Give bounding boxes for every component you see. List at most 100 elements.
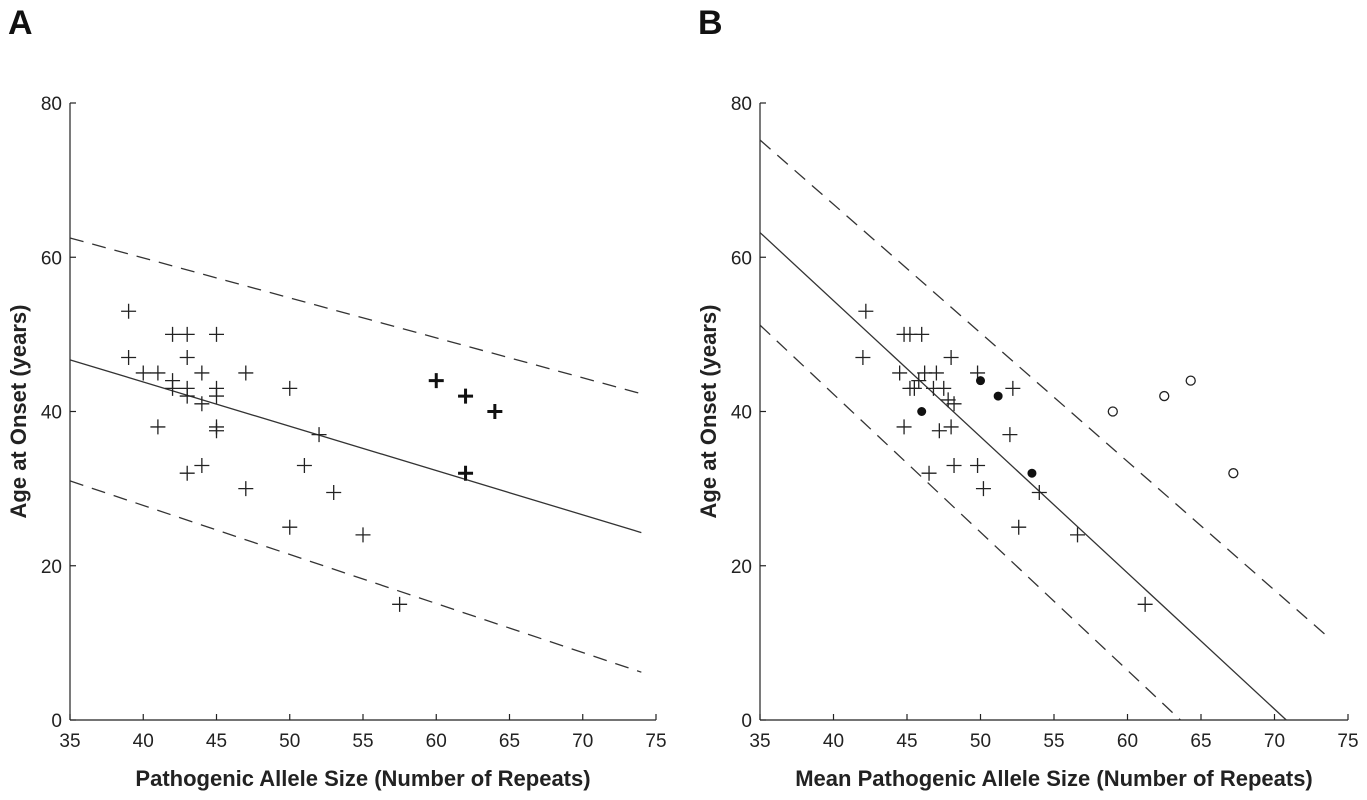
plus-marker: [914, 326, 930, 342]
plus-marker: [311, 427, 327, 443]
plus-marker: [896, 419, 912, 435]
plus-marker: [209, 388, 224, 404]
y-tick-label: 80: [731, 94, 752, 115]
y-tick-label: 40: [731, 403, 752, 424]
bold-plus-marker: [458, 388, 474, 404]
x-axis-title: Mean Pathogenic Allele Size (Number of R…: [795, 766, 1313, 791]
y-tick-label: 40: [41, 403, 62, 424]
plus-marker: [855, 350, 871, 366]
filled-circle-marker: [917, 407, 927, 416]
plus-marker: [296, 457, 312, 473]
plus-marker: [943, 350, 959, 366]
plus-marker: [179, 465, 195, 481]
plus-marker: [150, 419, 166, 435]
plus-marker: [943, 419, 959, 435]
x-tick-label: 50: [970, 731, 991, 752]
plus-marker: [911, 373, 927, 389]
panel-b: B 35 40 45 50 55 60 65 70 75 0 20 40 60 80 Mean Pathog…: [696, 4, 1359, 791]
filled-circle-marker: [993, 391, 1003, 401]
x-tick-label: 75: [1337, 731, 1358, 752]
plus-marker: [928, 365, 944, 381]
panel-a: A 35 40 45 50 55 60 65 70 75 0 20 40 60 80 Pathogenic …: [6, 4, 667, 791]
x-tick-label: 70: [572, 731, 593, 752]
x-tick-label: 35: [749, 731, 770, 752]
plus-marker: [1137, 596, 1153, 612]
plus-marker: [135, 365, 151, 381]
bold-plus-marker: [458, 465, 474, 481]
plus-marker: [936, 380, 952, 396]
y-axis-title: Age at Onset (years): [6, 305, 31, 519]
y-tick-label: 20: [731, 557, 752, 578]
x-tick-label: 50: [279, 731, 300, 752]
plus-marker: [179, 326, 195, 342]
plus-marker: [194, 365, 210, 381]
plus-marker: [238, 365, 254, 381]
x-tick-label: 35: [59, 731, 80, 752]
plus-marker: [1002, 427, 1018, 443]
x-tick-label: 40: [133, 731, 154, 752]
plus-marker: [1005, 380, 1021, 396]
confidence-line: [69, 480, 642, 673]
x-tick-label: 60: [1117, 731, 1138, 752]
plus-marker: [121, 350, 137, 366]
plus-marker: [282, 519, 298, 535]
x-tick-label: 65: [499, 731, 520, 752]
x-axis-title: Pathogenic Allele Size (Number of Repeat…: [135, 766, 590, 791]
regression-line: [759, 232, 1287, 721]
bold-plus-marker: [428, 373, 444, 389]
plus-marker: [392, 596, 408, 612]
plus-marker: [858, 303, 874, 319]
panel-b-letter: B: [698, 4, 723, 42]
plus-marker: [121, 303, 137, 319]
x-tick-label: 55: [352, 731, 373, 752]
y-tick-label: 60: [731, 248, 752, 269]
plus-marker: [238, 481, 254, 497]
x-tick-label: 70: [1264, 731, 1285, 752]
plus-marker: [179, 350, 195, 366]
plus-marker: [165, 326, 181, 342]
plus-marker: [940, 392, 956, 408]
plus-marker: [975, 481, 991, 497]
confidence-line: [759, 139, 1327, 636]
plus-marker: [355, 527, 371, 543]
panel-a-letter: A: [8, 4, 33, 42]
y-tick-label: 0: [51, 711, 62, 732]
plus-marker: [1011, 519, 1027, 535]
plus-marker: [970, 457, 986, 473]
x-tick-label: 40: [823, 731, 844, 752]
plus-marker: [326, 484, 342, 500]
x-tick-label: 55: [1043, 731, 1064, 752]
plus-marker: [892, 365, 908, 381]
y-tick-label: 20: [41, 557, 62, 578]
open-circle-marker: [1185, 375, 1196, 386]
y-tick-label: 0: [741, 711, 752, 732]
plus-marker: [179, 388, 195, 404]
y-tick-label: 60: [41, 248, 62, 269]
y-axis-title: Age at Onset (years): [696, 305, 721, 519]
plus-marker: [931, 423, 947, 439]
confidence-line: [69, 237, 642, 395]
panel-a-plot-area: 35 40 45 50 55 60 65 70 75 0 20 40 60 80 Pathogenic Al…: [6, 94, 667, 791]
filled-circle-marker: [976, 376, 985, 386]
panel-b-plot-area: 35 40 45 50 55 60 65 70 75 0 20 40 60 80 Mean Pathogen…: [696, 94, 1359, 791]
plus-marker: [209, 423, 224, 439]
open-circle-marker: [1159, 390, 1170, 402]
x-tick-label: 75: [645, 731, 666, 752]
plus-marker: [1031, 484, 1047, 500]
plus-marker: [906, 380, 922, 396]
plus-marker: [946, 396, 962, 412]
plus-marker: [165, 380, 181, 396]
x-tick-label: 65: [1190, 731, 1211, 752]
x-tick-label: 45: [206, 731, 227, 752]
open-circle-marker: [1228, 468, 1239, 479]
regression-line: [69, 359, 642, 534]
confidence-line: [759, 324, 1181, 721]
plus-marker: [194, 396, 210, 412]
x-tick-label: 60: [426, 731, 447, 752]
filled-circle-marker: [1027, 468, 1037, 478]
plus-marker: [150, 365, 166, 381]
x-tick-label: 45: [896, 731, 917, 752]
plus-marker: [194, 457, 210, 473]
y-tick-label: 80: [41, 94, 62, 115]
